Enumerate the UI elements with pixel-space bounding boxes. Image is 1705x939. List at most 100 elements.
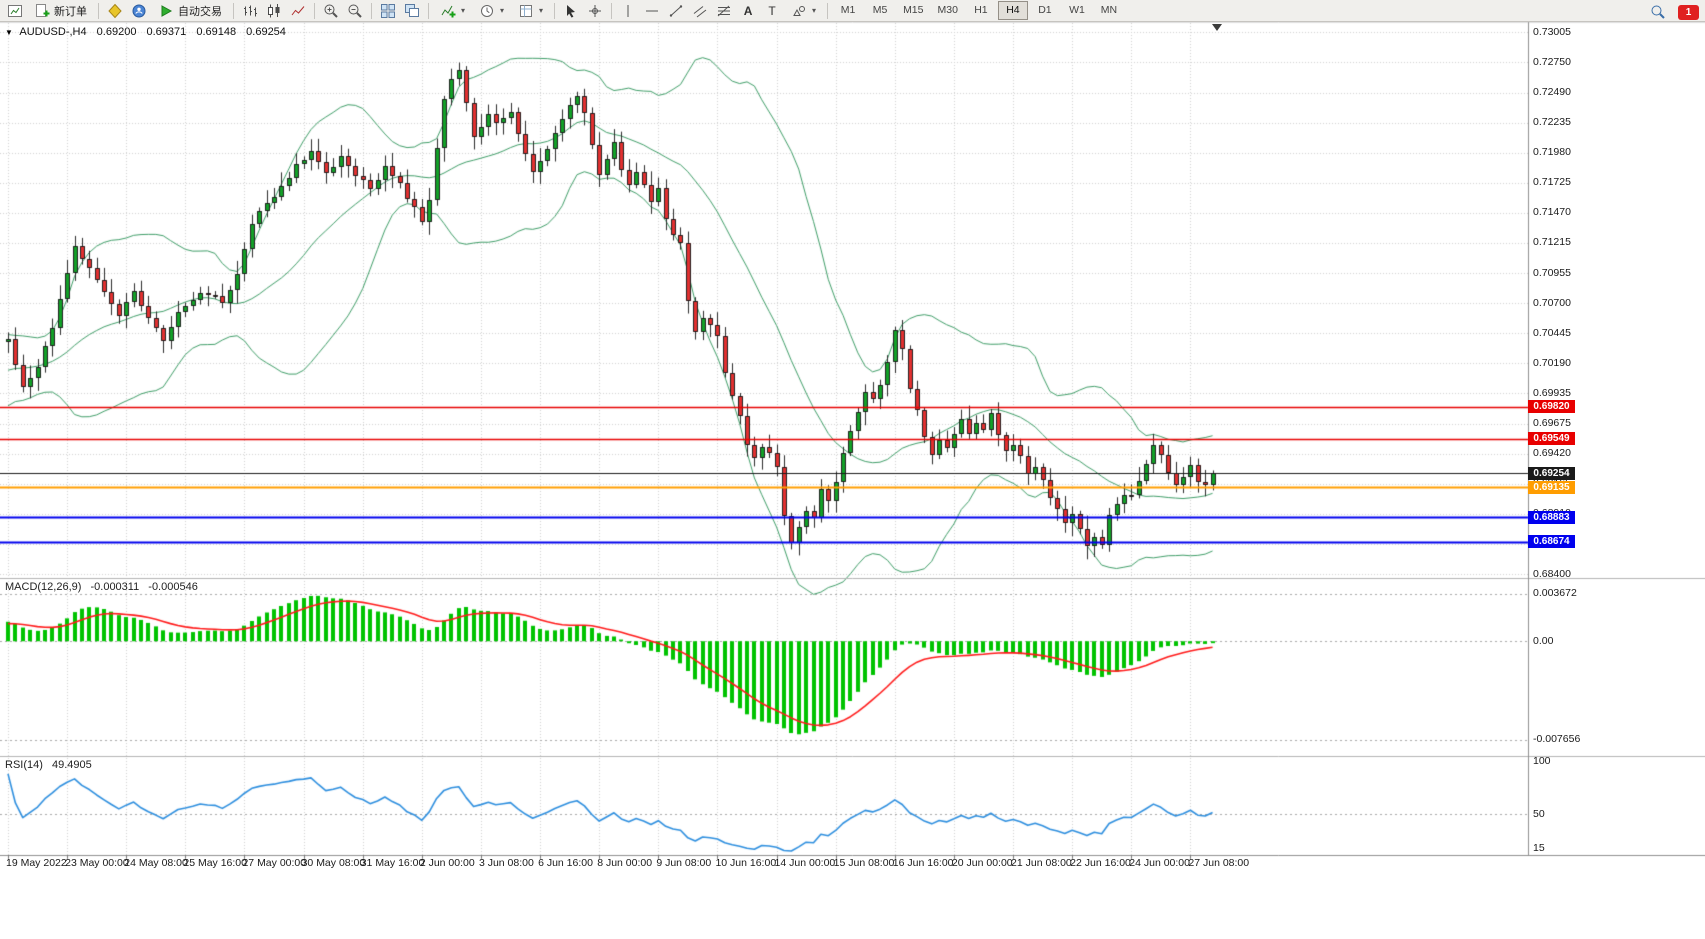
line-chart-icon	[291, 5, 305, 15]
zoom-out-button[interactable]	[343, 1, 367, 21]
bar-chart-button[interactable]	[238, 1, 262, 21]
price-tick-label: 0.71470	[1533, 206, 1571, 219]
search-button[interactable]	[1646, 2, 1670, 22]
price-tick-label: 0.72490	[1533, 86, 1571, 99]
time-axis-label: 21 Jun 08:00	[1011, 857, 1072, 869]
timeframe-button-mn[interactable]: MN	[1100, 4, 1118, 16]
time-axis-label: 6 Jun 16:00	[538, 857, 593, 869]
timeframe-button-w1[interactable]: W1	[1069, 4, 1085, 16]
fibonacci-button[interactable]	[712, 1, 736, 21]
toolbar-separator	[827, 2, 829, 19]
periods-icon	[481, 4, 494, 17]
macd-name: MACD(12,26,9)	[5, 581, 82, 593]
time-axis-label: 30 May 08:00	[301, 857, 366, 869]
indicators-icon	[441, 5, 456, 17]
time-axis-label: 23 May 00:00	[65, 857, 129, 869]
one-click-trading-collapse-icon[interactable]: ▼	[5, 28, 13, 37]
price-tick-label: 0.70700	[1533, 296, 1571, 309]
autotrading-button[interactable]: 自动交易	[151, 1, 229, 21]
level-line-tag[interactable]: 0.69135	[1528, 480, 1575, 494]
timeframe-button-m5[interactable]: M5	[872, 4, 888, 16]
vertical-line-button[interactable]	[616, 1, 640, 21]
market-watch-button[interactable]	[127, 1, 151, 21]
crosshair-button[interactable]	[583, 1, 607, 21]
macd-signal-value: -0.000546	[148, 581, 198, 593]
price-tick-label: 0.71725	[1533, 176, 1571, 189]
metaeditor-icon	[108, 3, 122, 18]
price-tick-label: 0.73005	[1533, 25, 1571, 38]
current-price-line-tag: 0.69254	[1528, 466, 1575, 480]
macd-axis-label: 0.00	[1533, 634, 1554, 647]
indicators-button[interactable]: ▾	[433, 1, 472, 21]
resistance-line-tag[interactable]: 0.69820	[1528, 400, 1575, 414]
templates-button[interactable]: ▾	[511, 1, 550, 21]
timeframe-button-d1[interactable]: D1	[1038, 4, 1052, 16]
cascade-windows-button[interactable]	[400, 1, 424, 21]
ohlc-low: 0.69148	[196, 26, 237, 38]
macd-panel-label: MACD(12,26,9) -0.000311 -0.000546	[5, 581, 204, 593]
new-chart-button[interactable]	[3, 1, 27, 21]
ohlc-high: 0.69371	[146, 26, 187, 38]
price-tick-label: 0.70190	[1533, 356, 1571, 369]
metaeditor-button[interactable]	[103, 1, 127, 21]
time-axis-label: 24 Jun 00:00	[1129, 857, 1190, 869]
time-axis-label: 15 Jun 08:00	[833, 857, 895, 869]
time-axis-label: 19 May 2022	[6, 857, 67, 869]
ohlc-close: 0.69254	[246, 26, 286, 38]
shapes-button[interactable]: ▾	[784, 1, 823, 21]
ohlc-open: 0.69200	[96, 26, 137, 38]
trendline-button[interactable]	[664, 1, 688, 21]
timeframe-button-h4[interactable]: H4	[997, 1, 1028, 20]
channel-button[interactable]	[688, 1, 712, 21]
vertical-line-icon	[627, 4, 629, 17]
timeframe-button-m15[interactable]: M15	[903, 4, 924, 16]
chart-shift-marker[interactable]	[1212, 24, 1222, 31]
tile-windows-button[interactable]	[376, 1, 400, 21]
timeframe-button-h1[interactable]: H1	[974, 4, 988, 16]
time-axis-label: 8 Jun 00:00	[597, 857, 653, 869]
text-icon: A	[743, 3, 753, 18]
toolbar-separator	[611, 2, 613, 19]
rsi-value: 49.4905	[51, 759, 92, 771]
time-axis-label: 20 Jun 00:00	[951, 857, 1013, 869]
new-order-button[interactable]: 新订单	[27, 1, 94, 21]
support-line-tag[interactable]: 0.68674	[1528, 535, 1575, 549]
dropdown-caret-icon: ▾	[461, 6, 466, 15]
timeframe-button-m30[interactable]: M30	[937, 4, 958, 16]
text-button[interactable]: A	[736, 1, 760, 21]
time-axis-label: 14 Jun 00:00	[774, 857, 836, 869]
candlestick-chart-button[interactable]	[262, 1, 286, 21]
zoom-in-button[interactable]	[319, 1, 343, 21]
line-chart-button[interactable]	[286, 1, 310, 21]
periods-button[interactable]: ▾	[472, 1, 511, 21]
time-axis-label: 10 Jun 16:00	[715, 857, 777, 869]
time-axis-label: 25 May 16:00	[183, 857, 247, 869]
support-line-tag[interactable]: 0.68883	[1528, 510, 1575, 524]
price-tick-label: 0.69420	[1533, 447, 1571, 460]
horizontal-line-button[interactable]	[640, 1, 664, 21]
toolbar-separator	[428, 2, 429, 19]
price-tick-label: 0.69935	[1533, 386, 1571, 399]
toolbar-separator	[371, 2, 372, 19]
time-axis-label: 27 Jun 08:00	[1188, 857, 1250, 869]
notification-badge[interactable]: 1	[1678, 4, 1699, 20]
tile-windows-icon	[381, 3, 395, 18]
resistance-line-tag[interactable]: 0.69549	[1528, 432, 1575, 446]
rsi-axis-label: 100	[1533, 754, 1551, 767]
candlestick-chart-icon	[268, 3, 280, 17]
bar-chart-icon	[244, 5, 257, 16]
price-tick-label: 0.72235	[1533, 116, 1571, 129]
label-button[interactable]: T	[760, 1, 784, 21]
new-chart-icon	[8, 4, 22, 17]
time-axis-label: 3 Jun 08:00	[478, 857, 534, 869]
timeframe-group: M1 M5 M15 M30 H1 H4 D1 W1 MN	[832, 1, 1125, 20]
cursor-button[interactable]	[559, 1, 583, 21]
trendline-icon	[669, 4, 683, 17]
timeframe-button-m1[interactable]: M1	[840, 4, 856, 16]
toolbar: 新订单 自动交易	[0, 0, 1705, 22]
channel-icon	[693, 5, 707, 17]
autotrading-label: 自动交易	[178, 5, 222, 18]
shapes-icon	[793, 5, 806, 16]
